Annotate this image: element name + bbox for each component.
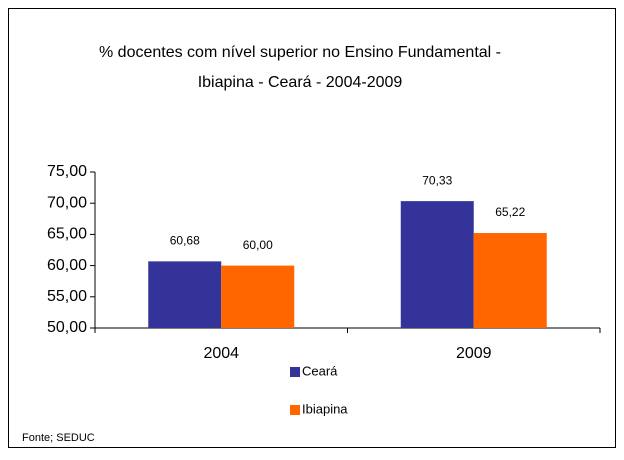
y-tick-label: 70,00: [47, 194, 87, 211]
bar: [400, 201, 474, 328]
value-label: 65,22: [495, 205, 525, 219]
legend-swatch: [290, 367, 300, 377]
y-tick-label: 55,00: [47, 288, 87, 305]
y-tick-label: 50,00: [47, 319, 87, 336]
bar: [148, 261, 222, 328]
chart-title: Ibiapina - Ceará - 2004-2009: [198, 74, 403, 91]
bar: [221, 265, 295, 328]
chart-title: % docentes com nível superior no Ensino …: [99, 44, 501, 61]
source-note: Fonte; SEDUC: [22, 432, 95, 444]
legend-swatch: [290, 405, 300, 415]
legend-label: Ibiapina: [302, 401, 348, 416]
chart-frame: [8, 8, 616, 448]
x-tick-label: 2004: [203, 345, 239, 362]
y-tick-label: 75,00: [47, 163, 87, 180]
y-tick-label: 60,00: [47, 257, 87, 274]
legend-label: Ceará: [302, 363, 338, 378]
x-tick-label: 2009: [456, 345, 492, 362]
bar: [473, 233, 547, 328]
value-label: 60,68: [170, 234, 200, 248]
value-label: 60,00: [243, 238, 273, 252]
y-tick-label: 65,00: [47, 226, 87, 243]
value-label: 70,33: [422, 173, 452, 187]
